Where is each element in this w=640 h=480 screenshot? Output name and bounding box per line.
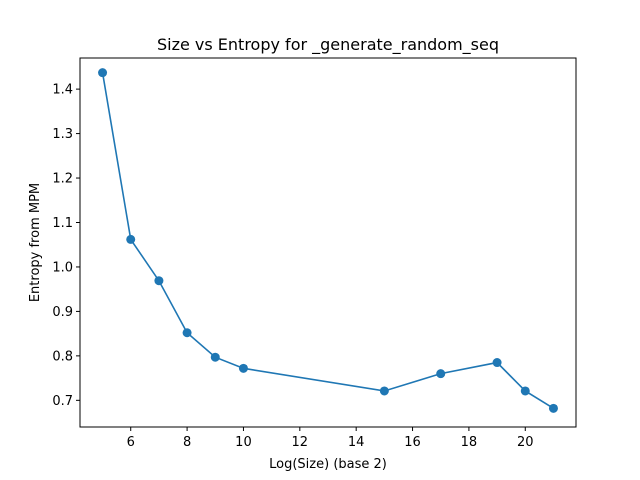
y-tick-label: 0.8 [52, 349, 73, 364]
y-tick-label: 1.1 [52, 216, 73, 231]
y-tick-label: 1.2 [52, 172, 73, 187]
data-point [126, 234, 136, 244]
axes-frame [79, 57, 577, 428]
y-tick-label: 1.4 [52, 83, 73, 98]
x-tick-label: 20 [517, 435, 534, 450]
series-layer [98, 68, 558, 413]
y-tick-label: 1.3 [52, 127, 73, 142]
x-tick-label: 16 [404, 435, 421, 450]
x-axis-label: Log(Size) (base 2) [269, 457, 387, 472]
x-tick-label: 12 [292, 435, 309, 450]
data-point [154, 276, 164, 286]
data-point [379, 386, 389, 396]
x-tick-label: 14 [348, 435, 365, 450]
x-tick-label: 18 [461, 435, 478, 450]
data-point [98, 68, 108, 78]
y-tick-label: 1.0 [52, 260, 73, 275]
data-point [520, 386, 530, 396]
data-point [492, 358, 502, 368]
y-tick-label: 0.7 [52, 394, 73, 409]
x-tick-label: 6 [127, 435, 135, 450]
chart-title: Size vs Entropy for _generate_random_seq [157, 35, 499, 55]
data-point [436, 369, 446, 379]
x-tick-label: 10 [235, 435, 252, 450]
axis-ticks: 6 8 10 12 14 16 18 20 0.7 0.8 0.9 1.0 1.1 1.2 1.3 1.4 [52, 83, 533, 450]
data-point [238, 363, 248, 373]
data-point [548, 403, 558, 413]
x-tick-label: 8 [183, 435, 191, 450]
data-point [210, 352, 220, 362]
y-tick-label: 0.9 [52, 305, 73, 320]
y-axis-label: Entropy from MPM [28, 183, 43, 302]
data-point [182, 328, 192, 338]
